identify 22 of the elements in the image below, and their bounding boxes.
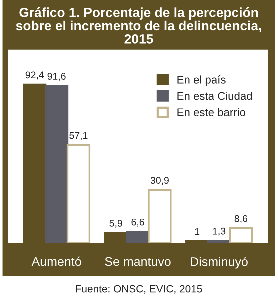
data-label: 1	[195, 228, 200, 236]
x-tick-label: Aumentó	[32, 256, 82, 266]
data-label: 91,6	[48, 73, 66, 82]
data-label: 30,9	[150, 177, 169, 186]
chart-title: Gráfico 1. Porcentaje de la percepción sobre el incremento de la delincuencia, 2015	[16, 8, 262, 44]
source-note: Fuente: ONSC, EVIC, 2015	[76, 285, 202, 294]
data-label: 8,6	[234, 215, 248, 224]
x-tick-label: Se mantuvo	[105, 257, 171, 266]
bar	[45, 85, 69, 244]
data-label: 92,4	[26, 72, 44, 80]
data-label: 6,6	[132, 218, 144, 227]
bar	[126, 230, 150, 244]
bar	[104, 232, 128, 244]
data-label: 57,1	[70, 132, 88, 140]
bar	[207, 240, 232, 244]
data-label: 1,3	[213, 228, 226, 236]
legend-label: En esta Ciudad	[178, 92, 252, 100]
bar	[23, 84, 47, 244]
data-label: 5,9	[110, 220, 122, 228]
legend-label: En este barrio	[178, 108, 246, 116]
x-tick-label: Disminuyó	[191, 257, 248, 269]
legend-label: En el país	[178, 76, 226, 86]
